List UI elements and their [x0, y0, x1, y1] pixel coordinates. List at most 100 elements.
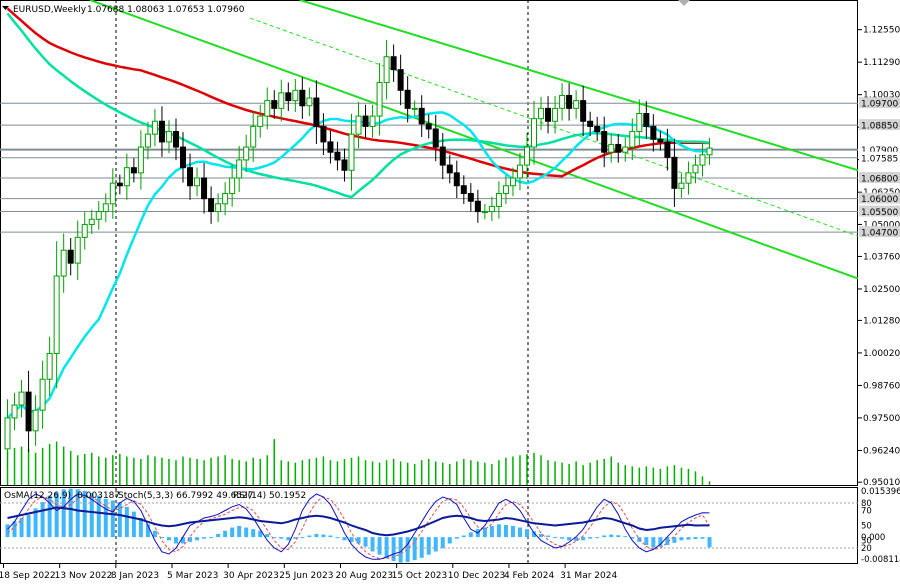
- candle: [594, 116, 601, 142]
- osma-bar: [686, 537, 691, 540]
- osma-bar: [489, 525, 494, 538]
- volume-bar: [470, 460, 472, 485]
- price-tick-label: 1.00020: [863, 349, 900, 359]
- candle: [215, 193, 222, 222]
- volume-bar: [252, 457, 254, 485]
- volume-bar: [280, 460, 283, 485]
- candle-body: [369, 115, 376, 127]
- candle: [601, 116, 608, 168]
- candle-body: [341, 159, 348, 171]
- candle-body: [411, 107, 418, 110]
- candle-body: [18, 391, 25, 406]
- volume-bar: [687, 468, 690, 485]
- osma-bar: [272, 537, 277, 539]
- osma-bar: [447, 537, 452, 544]
- candle-body: [460, 185, 467, 194]
- candle: [446, 154, 453, 184]
- volume-bar: [231, 458, 233, 485]
- volume-bar: [420, 460, 423, 485]
- osma-bar: [47, 495, 52, 538]
- osma-bar: [524, 529, 529, 538]
- candle: [580, 85, 587, 137]
- osma-bar: [426, 537, 431, 555]
- price-tick-label: 1.01280: [863, 316, 900, 326]
- candle: [559, 83, 566, 121]
- volume-bar: [406, 462, 409, 485]
- time-tick-label: 25 Jun 2023: [279, 571, 333, 581]
- volume-bar: [505, 457, 507, 485]
- candle: [538, 97, 545, 131]
- volume-bar: [652, 467, 655, 485]
- osma-bar: [405, 537, 410, 562]
- volume-bar: [203, 460, 205, 485]
- channel-upper-line: [299, 0, 858, 172]
- candle-body: [250, 125, 257, 148]
- candle: [278, 79, 285, 122]
- candle: [678, 173, 685, 198]
- candle: [222, 182, 229, 216]
- volume-bar: [596, 460, 598, 485]
- price-tick-label: 1.02500: [863, 285, 900, 295]
- osma-bar: [251, 529, 256, 538]
- osma-bar: [503, 524, 508, 538]
- osma-bar: [510, 525, 515, 538]
- volume-bar: [133, 457, 135, 485]
- candle-body: [671, 156, 678, 189]
- candle: [194, 167, 201, 197]
- vertical-separators: [115, 0, 529, 563]
- volume-bar: [645, 466, 648, 485]
- osma-bar: [412, 537, 417, 561]
- volume-bar: [526, 454, 528, 485]
- scroll-marker-icon[interactable]: [678, 0, 690, 6]
- candle: [11, 392, 18, 431]
- osma-bar: [181, 537, 186, 544]
- candle: [467, 183, 474, 212]
- volume-bar: [603, 458, 605, 485]
- symbol-dropdown-icon[interactable]: [2, 6, 9, 10]
- volume-bar: [364, 460, 367, 485]
- indicator-axis-label: 0.000: [861, 533, 885, 543]
- candle-body: [376, 82, 383, 117]
- volume-bar: [20, 446, 23, 485]
- volume-bar: [294, 462, 297, 485]
- candle-body: [650, 125, 657, 140]
- candle-body: [699, 154, 706, 166]
- candle: [432, 114, 439, 162]
- candle-body: [60, 249, 67, 277]
- price-tick-label: 0.95010: [863, 478, 900, 488]
- osma-bar: [75, 489, 80, 538]
- candle: [488, 196, 495, 222]
- candle-body: [158, 120, 165, 143]
- osma-bar: [103, 498, 108, 538]
- candle: [88, 209, 95, 234]
- volume-bar: [41, 447, 44, 485]
- volume-bar: [91, 452, 93, 485]
- candle-body: [88, 218, 95, 225]
- candle: [369, 104, 376, 138]
- candle-body: [531, 118, 538, 148]
- oscillators: [0, 488, 858, 563]
- candle: [671, 138, 678, 207]
- stoch-header: Stoch(5,3,3) 66.7992 49.6527: [118, 491, 253, 501]
- candle-body: [678, 182, 685, 189]
- candle: [165, 120, 172, 154]
- osma-bar: [138, 517, 143, 538]
- volume-bar: [484, 462, 486, 485]
- level-label-text: 1.06800: [861, 175, 898, 185]
- osma-bar: [19, 517, 24, 538]
- osma-bar: [363, 537, 368, 547]
- osma-bar: [546, 535, 551, 538]
- candle: [201, 163, 208, 214]
- candle: [306, 87, 313, 117]
- volume-bar: [259, 458, 261, 485]
- volume-bar: [617, 462, 619, 485]
- candle-body: [172, 131, 179, 148]
- osma-header: OsMA(12,26,9) -0.003187: [4, 491, 120, 501]
- candle: [144, 121, 151, 160]
- candle-body: [187, 167, 194, 187]
- volume-bar: [694, 471, 697, 485]
- candle: [46, 336, 53, 396]
- candle: [187, 153, 194, 200]
- osma-bar: [496, 524, 501, 538]
